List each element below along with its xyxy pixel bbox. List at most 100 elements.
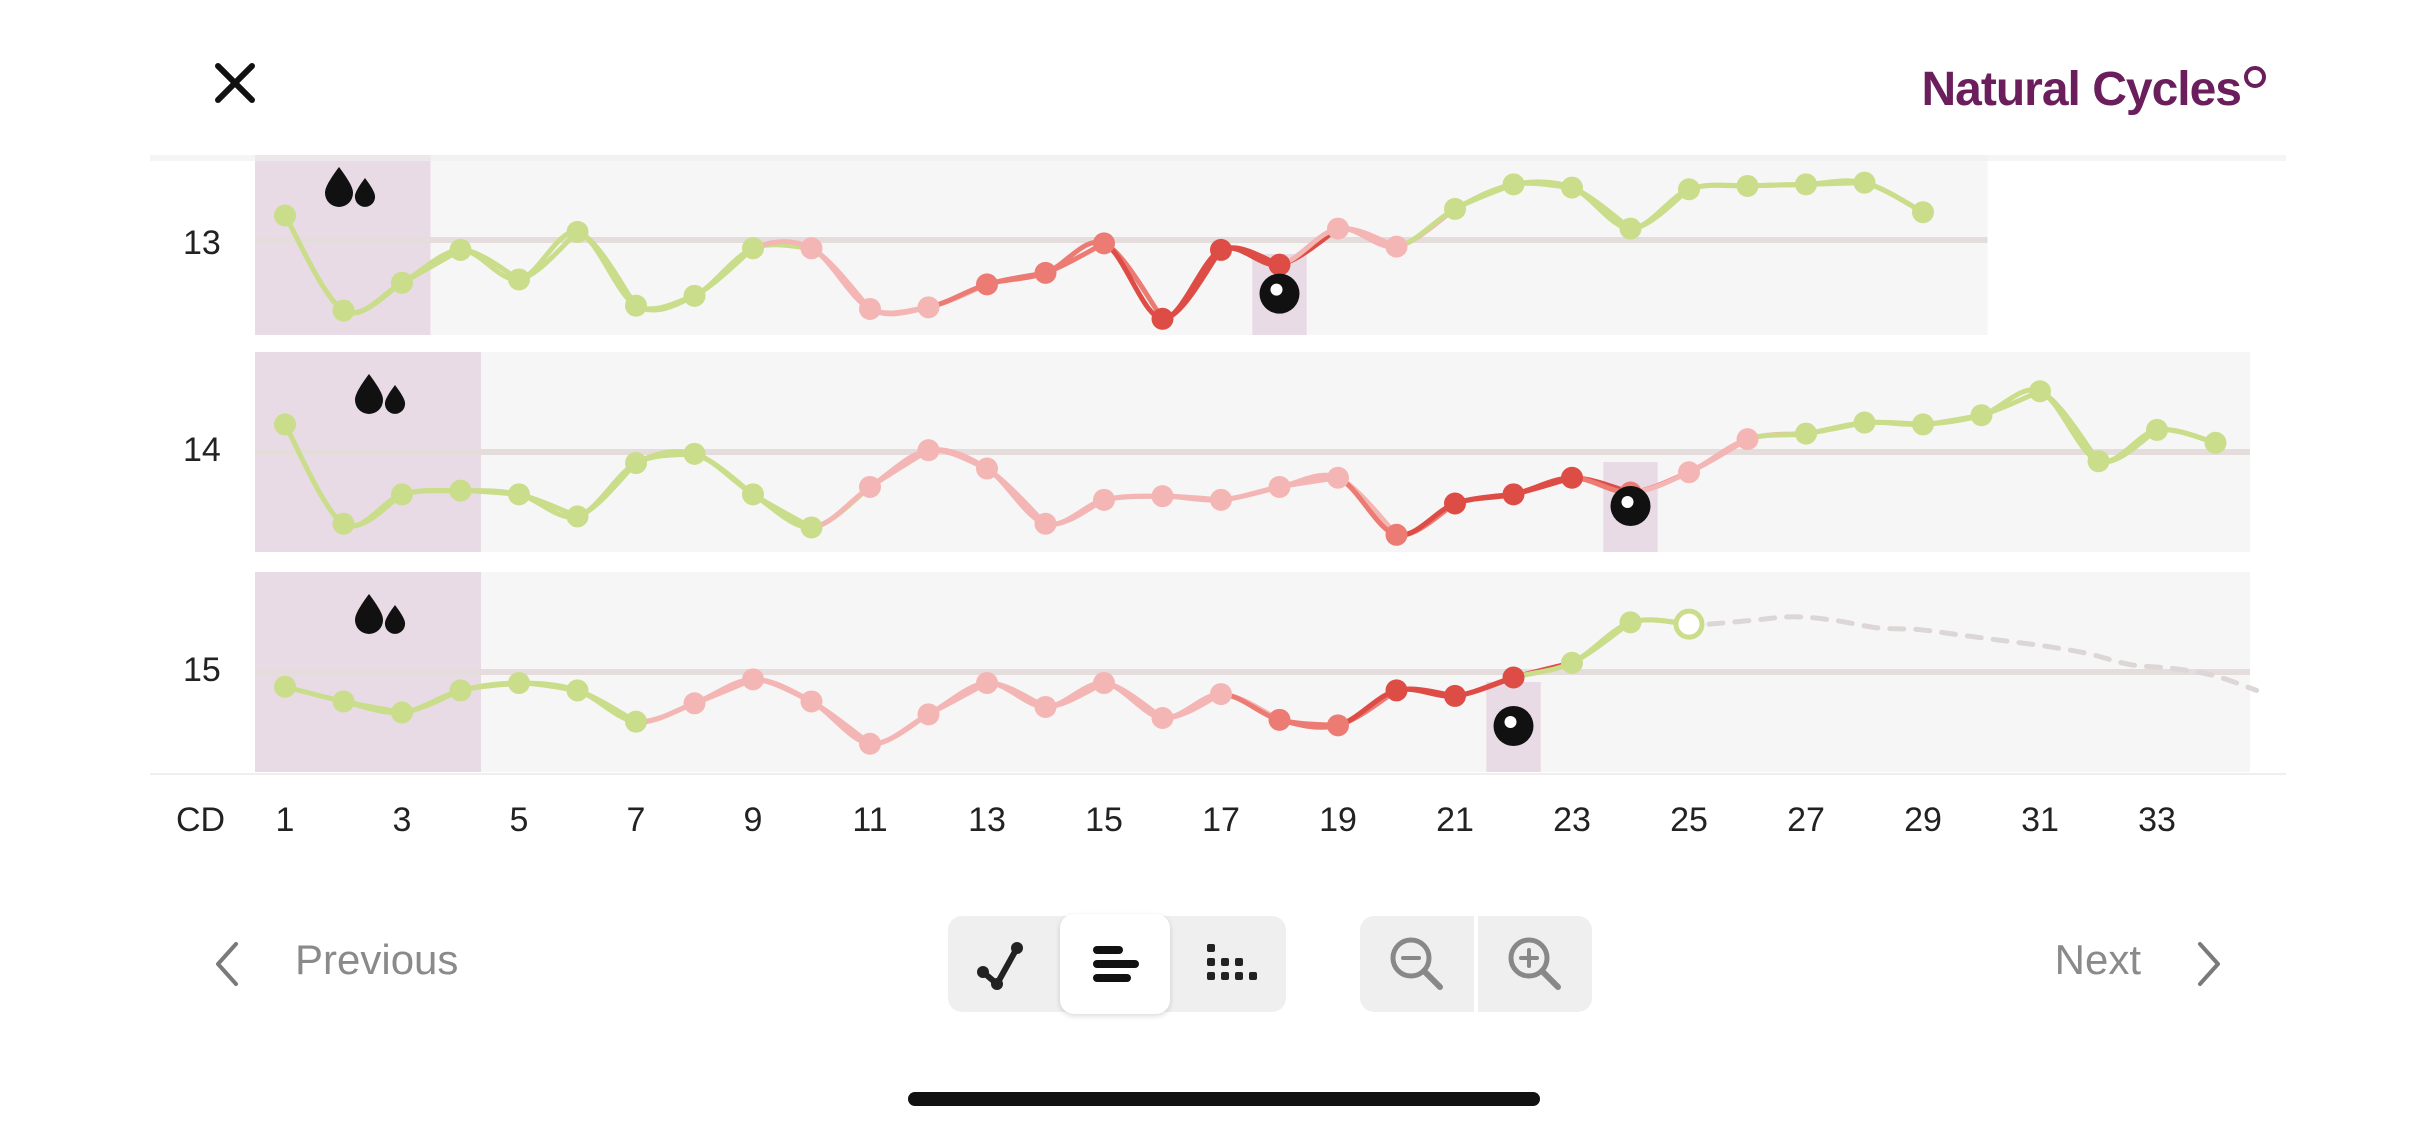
temperature-point <box>449 238 472 261</box>
temperature-point <box>1444 197 1466 220</box>
predicted-line <box>1706 614 2260 693</box>
temperature-point <box>917 703 940 726</box>
cycle-number-label: 15 <box>183 651 221 689</box>
zoom-in-icon <box>1508 937 1561 990</box>
temperature-point <box>1502 666 1525 689</box>
cd-tick-label: 15 <box>1085 801 1123 839</box>
temperature-point <box>508 268 530 291</box>
temperature-point <box>1385 679 1408 702</box>
cd-tick-label: 31 <box>2021 801 2059 839</box>
temperature-point <box>859 297 881 320</box>
temperature-point <box>1444 492 1466 515</box>
ovulation-egg-highlight <box>1504 716 1517 728</box>
blood-drop-icon <box>354 178 376 207</box>
temperature-point <box>1327 466 1349 489</box>
temperature-point <box>274 413 296 436</box>
blood-drop-icon <box>325 167 353 207</box>
chart-svg <box>150 155 2286 775</box>
temperature-point <box>800 237 823 260</box>
zoom-out-button[interactable] <box>1360 916 1474 1012</box>
temperature-point <box>391 701 413 724</box>
temperature-point <box>566 220 589 243</box>
cd-tick-label: 3 <box>392 801 412 839</box>
blood-drop-icon <box>355 374 383 414</box>
previous-label: Previous <box>295 936 459 983</box>
close-icon <box>215 63 255 103</box>
scroll-shadow-top <box>150 155 2286 161</box>
temperature-point <box>1268 708 1291 731</box>
cd-tick-label: 23 <box>1553 801 1591 839</box>
temperature-point <box>859 732 881 755</box>
temperature-point <box>1210 238 1232 261</box>
temperature-point <box>449 679 472 702</box>
temperature-point <box>332 299 355 322</box>
temperature-point <box>1327 714 1349 737</box>
temperature-point <box>683 284 706 307</box>
temperature-point <box>1210 488 1232 511</box>
temperature-point <box>566 679 589 702</box>
zoom-in-button[interactable] <box>1478 916 1592 1012</box>
temperature-point <box>917 296 940 319</box>
temperature-point <box>508 672 530 695</box>
temperature-point <box>1151 307 1174 330</box>
temperature-point <box>1970 404 1993 427</box>
temperature-point <box>391 271 413 294</box>
temperature-point <box>1210 683 1232 706</box>
chevron-right-icon <box>2198 942 2220 986</box>
temperature-point <box>976 273 998 296</box>
cd-tick-label: 25 <box>1670 801 1708 839</box>
temperature-point <box>332 690 355 713</box>
cycles-view-button[interactable] <box>1060 914 1170 1014</box>
next-label: Next <box>2054 936 2141 983</box>
temperature-point <box>1268 475 1291 498</box>
temperature-point <box>742 483 764 506</box>
temperature-point <box>449 479 472 502</box>
blood-drop-icon <box>384 605 406 634</box>
zoom-out-icon <box>1390 937 1443 990</box>
cd-tick-label: 13 <box>968 801 1006 839</box>
previous-button[interactable]: Previous <box>200 900 458 1020</box>
temperature-point <box>683 442 706 465</box>
cycle-number-label: 14 <box>183 431 221 469</box>
temperature-point <box>508 483 530 506</box>
blood-drop-icon <box>384 385 406 414</box>
temperature-point <box>976 672 998 695</box>
temperature-point <box>2087 450 2110 473</box>
cycles-icon <box>1093 946 1139 982</box>
predicted-temperature-point <box>1673 608 1705 640</box>
temperature-point <box>1034 695 1057 718</box>
chevron-left-icon <box>216 942 238 986</box>
temperature-point <box>274 204 296 227</box>
temperature-point <box>1795 422 1817 445</box>
temperature-point <box>332 512 355 535</box>
cd-tick-label: 21 <box>1436 801 1474 839</box>
temperature-point <box>859 475 881 498</box>
cd-tick-label: 1 <box>275 801 295 839</box>
cycle-number-label: 13 <box>183 224 221 262</box>
temperature-point <box>1853 411 1876 434</box>
temperature-point <box>1561 176 1583 199</box>
temperature-point <box>625 294 647 317</box>
temperature-point <box>2204 431 2227 454</box>
temperature-point <box>1795 173 1817 196</box>
temperature-point <box>1912 413 1934 436</box>
header: Natural Cycles <box>0 0 2436 155</box>
temperature-point <box>1034 512 1057 535</box>
scroll-shadow-bottom <box>150 773 2286 775</box>
temperature-point <box>1502 483 1525 506</box>
temperature-point <box>1853 171 1876 194</box>
temperature-point <box>800 516 823 539</box>
next-button[interactable]: Next <box>2055 900 2236 1020</box>
temperature-point <box>2029 380 2051 403</box>
logo-text: Natural Cycles <box>1921 63 2242 116</box>
temperature-point <box>566 505 589 528</box>
view-mode-toggle <box>948 914 1286 1014</box>
close-button[interactable] <box>200 48 270 118</box>
ovulation-egg-highlight <box>1621 496 1634 508</box>
cd-tick-label: 11 <box>852 801 888 839</box>
bottom-controls: Previous <box>0 900 2436 1020</box>
graph-view-button[interactable] <box>948 916 1058 1012</box>
cycle-row-bg <box>255 155 1988 335</box>
calendar-view-button[interactable] <box>1174 916 1284 1012</box>
temperature-point <box>1093 672 1115 695</box>
